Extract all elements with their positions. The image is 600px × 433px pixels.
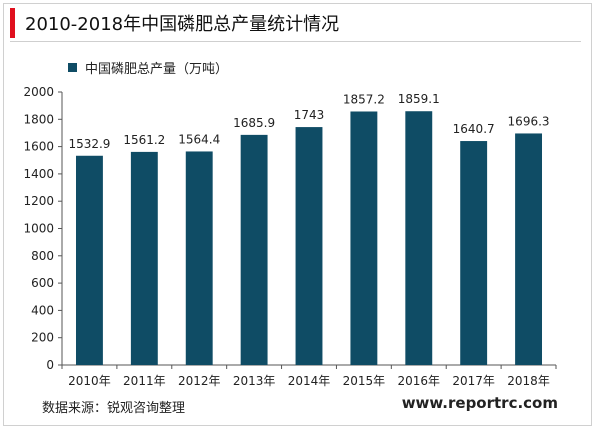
y-tick-label: 2000 bbox=[23, 85, 54, 99]
x-tick-label: 2016年 bbox=[398, 374, 441, 388]
x-tick-label: 2010年 bbox=[68, 374, 111, 388]
data-label: 1564.4 bbox=[178, 132, 220, 146]
legend: 中国磷肥总产量（万吨） bbox=[68, 58, 228, 77]
bar bbox=[185, 151, 213, 365]
chart-title: 2010-2018年中国磷肥总产量统计情况 bbox=[25, 14, 340, 35]
y-tick-label: 600 bbox=[31, 276, 54, 290]
data-label: 1532.9 bbox=[68, 137, 110, 151]
data-label: 1859.1 bbox=[398, 92, 440, 106]
data-label: 1743 bbox=[294, 108, 325, 122]
x-tick-label: 2015年 bbox=[343, 374, 386, 388]
y-tick-label: 0 bbox=[46, 358, 54, 372]
chart-frame bbox=[3, 3, 592, 426]
title-divider bbox=[10, 41, 581, 42]
y-tick-label: 1800 bbox=[23, 112, 54, 126]
legend-label: 中国磷肥总产量（万吨） bbox=[85, 62, 229, 77]
y-tick-label: 1400 bbox=[23, 167, 54, 181]
bar bbox=[460, 141, 488, 365]
website-url: www.reportrc.com bbox=[401, 394, 558, 412]
x-tick-label: 2017年 bbox=[452, 374, 495, 388]
x-tick-label: 2014年 bbox=[288, 374, 331, 388]
bar bbox=[515, 133, 543, 365]
data-label: 1857.2 bbox=[343, 92, 385, 106]
bar bbox=[130, 151, 158, 365]
x-tick-label: 2011年 bbox=[123, 374, 166, 388]
bar bbox=[405, 111, 433, 365]
y-tick-label: 800 bbox=[31, 249, 54, 263]
x-tick-label: 2013年 bbox=[233, 374, 276, 388]
source-note: 数据来源：锐观咨询整理 bbox=[42, 401, 186, 416]
y-tick-label: 1200 bbox=[23, 194, 54, 208]
y-tick-label: 1000 bbox=[23, 222, 54, 236]
bar bbox=[75, 155, 103, 365]
bar bbox=[295, 127, 323, 365]
title-block: 2010-2018年中国磷肥总产量统计情况 bbox=[10, 8, 570, 38]
data-label: 1685.9 bbox=[233, 116, 275, 130]
y-tick-label: 400 bbox=[31, 303, 54, 317]
x-tick-label: 2012年 bbox=[178, 374, 221, 388]
data-label: 1640.7 bbox=[453, 122, 495, 136]
data-label: 1696.3 bbox=[508, 114, 550, 128]
bar bbox=[240, 134, 268, 365]
title-accent-bar bbox=[10, 8, 15, 38]
y-tick-label: 1600 bbox=[23, 140, 54, 154]
data-label: 1561.2 bbox=[123, 133, 165, 147]
legend-swatch bbox=[68, 63, 77, 72]
x-tick-label: 2018年 bbox=[507, 374, 550, 388]
bar bbox=[350, 111, 378, 365]
y-tick-label: 200 bbox=[31, 331, 54, 345]
